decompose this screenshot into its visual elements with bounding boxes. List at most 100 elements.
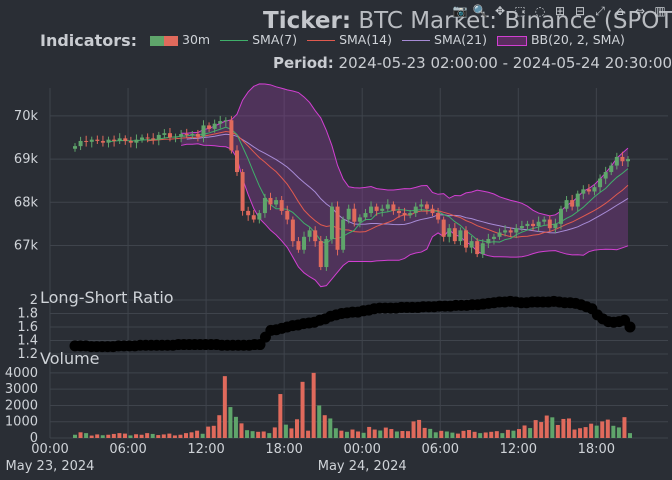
autoscale-icon[interactable]: ⤢ bbox=[595, 4, 605, 18]
candle-body bbox=[134, 139, 139, 143]
candle-body bbox=[318, 241, 323, 268]
zoom-in-icon[interactable]: ⊞ bbox=[554, 4, 566, 18]
candle-body bbox=[190, 134, 195, 136]
volume-bar bbox=[217, 415, 222, 438]
volume-bar bbox=[344, 431, 349, 438]
volume-bar bbox=[383, 427, 388, 438]
candle-body bbox=[246, 210, 251, 216]
volume-bar bbox=[417, 419, 422, 438]
reset-icon[interactable]: ⌂ bbox=[616, 4, 624, 18]
candle-body bbox=[179, 134, 184, 137]
candle-body bbox=[229, 120, 234, 151]
candle-body bbox=[402, 213, 407, 216]
candle-body bbox=[469, 241, 474, 248]
panel-title: Volume bbox=[40, 349, 100, 368]
legend-item[interactable]: SMA(21) bbox=[402, 32, 487, 47]
y-tick-label: 0 bbox=[30, 431, 38, 446]
candle-body bbox=[391, 204, 396, 211]
legend: 30m SMA(7) SMA(14) SMA(21) BB(20, 2, SMA) bbox=[150, 32, 635, 47]
y-tick-label: 70k bbox=[14, 109, 39, 124]
candle-body bbox=[218, 121, 223, 124]
candle-body bbox=[369, 206, 374, 214]
candle-body bbox=[614, 156, 619, 166]
volume-bar bbox=[578, 428, 583, 438]
candle-body bbox=[553, 223, 558, 229]
candle-body bbox=[201, 125, 206, 137]
candles bbox=[73, 115, 630, 271]
volume-bar bbox=[350, 429, 355, 438]
volume-bar bbox=[145, 433, 150, 438]
candle-body bbox=[464, 230, 469, 248]
volume-bar bbox=[517, 429, 521, 438]
period-value: 2024-05-23 02:00:00 - 2024-05-24 20:30:0… bbox=[338, 54, 672, 72]
candle-body bbox=[491, 236, 496, 239]
volume-bar bbox=[622, 417, 627, 438]
legend-label: SMA(7) bbox=[252, 32, 298, 47]
legend-label: SMA(14) bbox=[339, 32, 393, 47]
candle-body bbox=[290, 219, 295, 242]
candle-body bbox=[486, 238, 491, 244]
candle-body bbox=[84, 140, 89, 142]
candle-body bbox=[458, 230, 463, 242]
volume-bar bbox=[628, 433, 632, 438]
sma21-line bbox=[186, 133, 629, 234]
candle-body bbox=[592, 187, 597, 192]
pan-icon[interactable]: ✥ bbox=[494, 4, 506, 18]
volume-bar bbox=[245, 430, 250, 438]
volume-bar bbox=[322, 415, 327, 438]
legend-item[interactable]: SMA(14) bbox=[307, 32, 392, 47]
legend-item[interactable]: SMA(7) bbox=[220, 32, 297, 47]
volume-bar bbox=[134, 434, 139, 438]
candle-body bbox=[100, 140, 105, 143]
lasso-icon[interactable]: ◌ bbox=[534, 4, 546, 18]
volume-bar bbox=[233, 416, 238, 438]
volume-bar bbox=[356, 431, 361, 438]
volume-bar bbox=[122, 433, 127, 438]
candle-body bbox=[497, 232, 502, 237]
candle-body bbox=[106, 139, 111, 143]
candle-body bbox=[128, 140, 133, 143]
x-tick-label: 18:00 bbox=[265, 442, 302, 457]
volume-bar bbox=[544, 415, 549, 438]
bb-lower-line bbox=[181, 143, 629, 288]
candle-body bbox=[609, 165, 614, 173]
line-swatch-icon bbox=[220, 40, 249, 41]
zoom-out-icon[interactable]: ⊟ bbox=[574, 4, 586, 18]
candle-body bbox=[626, 159, 630, 162]
x-grid bbox=[49, 88, 597, 438]
zoom-icon[interactable]: 🔍 bbox=[472, 4, 488, 18]
candle-body bbox=[480, 243, 485, 255]
y-tick-label: 4000 bbox=[5, 366, 38, 381]
line-swatch-icon bbox=[496, 35, 527, 46]
candle-body bbox=[547, 219, 552, 229]
spikelines-icon[interactable]: ⇔ bbox=[634, 4, 646, 18]
volume-bar bbox=[444, 431, 449, 438]
y-tick-label: 1.8 bbox=[17, 307, 38, 322]
candle-body bbox=[285, 210, 290, 220]
candle-body bbox=[162, 133, 167, 135]
candle-body bbox=[441, 219, 446, 237]
candle-body bbox=[184, 134, 189, 136]
candle-body bbox=[581, 189, 586, 194]
plotly-logo-icon[interactable]: ▥ bbox=[654, 4, 666, 18]
volume-bar bbox=[256, 431, 261, 438]
candle-body bbox=[396, 210, 401, 214]
candle-body bbox=[257, 213, 262, 220]
legend-item[interactable]: 30m bbox=[150, 32, 210, 47]
legend-item[interactable]: BB(20, 2, SMA) bbox=[496, 32, 625, 47]
candle-body bbox=[475, 241, 480, 255]
box-select-icon[interactable]: ⬚ bbox=[514, 4, 526, 18]
candle-body bbox=[598, 178, 603, 188]
y-tick-label: 1.6 bbox=[17, 320, 38, 335]
x-date-label: May 23, 2024 bbox=[6, 459, 95, 474]
y-tick-label: 1000 bbox=[5, 415, 38, 430]
volume-bar bbox=[589, 423, 594, 438]
x-tick-label: 18:00 bbox=[578, 442, 615, 457]
volume-bar bbox=[139, 434, 144, 438]
candle-body bbox=[240, 172, 245, 211]
camera-icon[interactable]: 📷 bbox=[452, 4, 468, 18]
y-tick-label: 1.2 bbox=[17, 347, 38, 362]
volume-bar bbox=[339, 430, 344, 438]
volume-bar bbox=[478, 433, 483, 438]
candle-body bbox=[251, 215, 256, 220]
